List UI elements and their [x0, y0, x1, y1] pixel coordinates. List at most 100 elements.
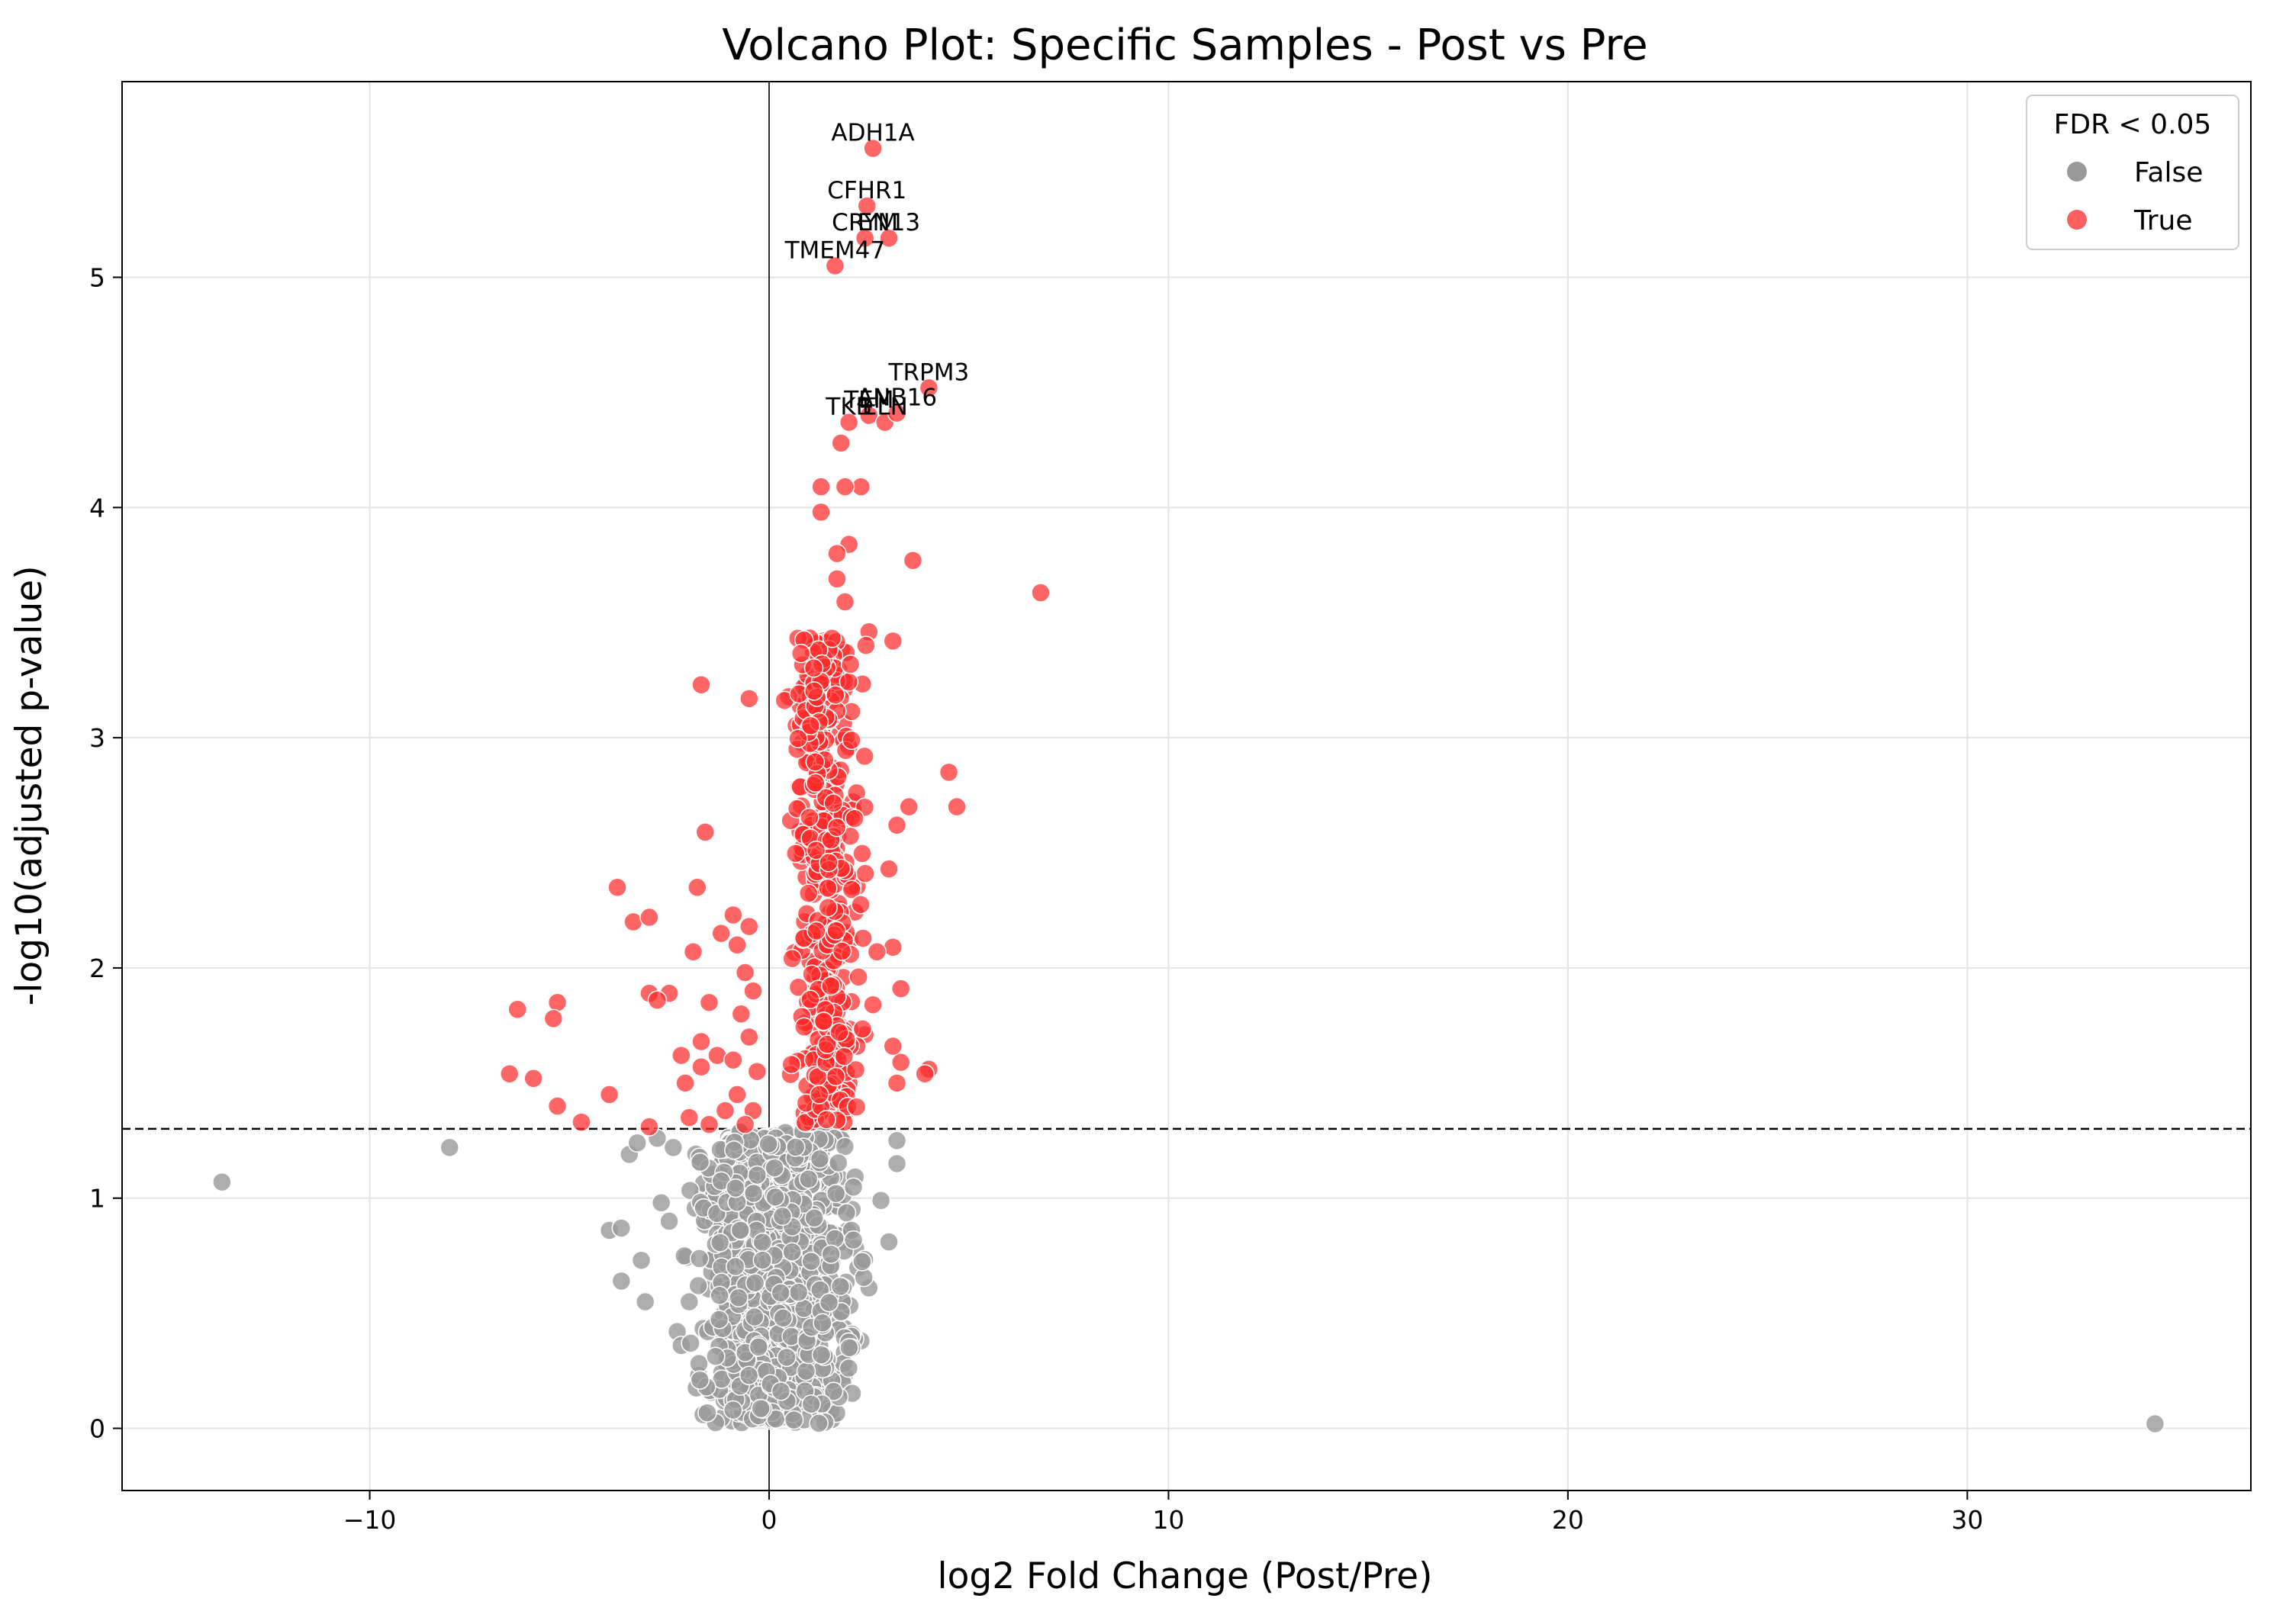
- point-true: [803, 658, 824, 678]
- legend-label-false: False: [2134, 157, 2203, 188]
- point-true: [835, 477, 855, 497]
- point-false: [765, 1158, 784, 1178]
- point-true: [731, 1004, 752, 1024]
- point-true: [571, 1112, 591, 1132]
- point-true: [781, 1054, 801, 1075]
- point-true: [687, 877, 707, 898]
- y-tick-label: 1: [89, 1184, 105, 1214]
- point-false: [819, 1292, 839, 1313]
- point-true: [846, 1097, 867, 1117]
- point-false: [821, 1244, 841, 1264]
- point-true: [826, 1066, 846, 1087]
- point-false: [439, 1137, 459, 1158]
- point-false: [743, 1183, 764, 1204]
- point-true: [607, 877, 627, 898]
- point-true: [735, 1114, 755, 1134]
- point-true: [883, 937, 903, 957]
- point-false: [809, 1413, 829, 1433]
- x-tick-label: 20: [1552, 1505, 1584, 1535]
- point-true: [852, 844, 872, 863]
- point-false: [773, 1308, 793, 1328]
- point-true: [623, 912, 643, 932]
- point-true: [786, 844, 806, 863]
- point-true: [839, 412, 859, 433]
- point-true: [842, 880, 862, 899]
- point-true: [848, 967, 868, 987]
- point-true: [851, 895, 871, 915]
- point-true: [800, 716, 821, 736]
- point-true: [639, 907, 659, 928]
- point-true: [938, 762, 959, 783]
- point-true: [715, 1101, 736, 1121]
- point-true: [879, 228, 899, 248]
- point-false: [723, 1400, 743, 1420]
- point-false: [777, 1347, 797, 1368]
- point-true: [800, 807, 819, 828]
- point-true: [819, 853, 839, 873]
- point-true: [813, 1011, 834, 1031]
- point-true: [947, 796, 967, 817]
- point-false: [879, 1232, 899, 1252]
- point-true: [825, 256, 845, 276]
- x-axis-label: log2 Fold Change (Post/Pre): [938, 1555, 1433, 1597]
- point-true: [794, 1017, 814, 1037]
- point-false: [611, 1271, 632, 1291]
- x-tick-label: 0: [761, 1505, 777, 1535]
- point-true: [883, 631, 903, 651]
- point-false: [771, 1283, 790, 1303]
- point-true: [691, 674, 711, 695]
- point-false: [788, 1282, 809, 1302]
- point-true: [840, 654, 861, 674]
- point-false: [689, 1249, 710, 1269]
- point-false: [751, 1398, 771, 1419]
- x-tick-label: −10: [343, 1505, 397, 1535]
- point-true: [805, 752, 826, 772]
- point-false: [689, 1353, 709, 1374]
- point-false: [782, 1242, 802, 1262]
- point-false: [2145, 1413, 2165, 1434]
- point-false: [651, 1193, 671, 1213]
- point-false: [843, 1230, 864, 1250]
- point-true: [855, 228, 875, 248]
- point-false: [784, 1410, 804, 1430]
- point-true: [834, 1047, 855, 1066]
- point-false: [801, 1394, 821, 1414]
- point-false: [659, 1211, 679, 1231]
- point-true: [839, 672, 859, 692]
- point-true: [543, 1008, 564, 1029]
- point-false: [839, 1358, 859, 1378]
- point-false: [710, 1285, 729, 1306]
- point-true: [798, 883, 819, 903]
- point-true: [883, 1036, 903, 1056]
- gene-label: TEM: [843, 387, 893, 414]
- point-true: [747, 1061, 768, 1082]
- point-true: [816, 1110, 836, 1130]
- point-true: [1031, 583, 1051, 603]
- point-true: [727, 934, 747, 955]
- point-false: [739, 1365, 759, 1386]
- point-true: [887, 403, 907, 423]
- plot-frame: [121, 81, 2252, 1491]
- point-true: [811, 477, 831, 497]
- gene-label: CFHR1: [827, 177, 906, 204]
- point-true: [507, 999, 527, 1019]
- point-true: [823, 793, 843, 813]
- point-true: [863, 138, 883, 159]
- point-true: [827, 817, 847, 838]
- point-true: [743, 981, 763, 1001]
- point-false: [823, 1381, 844, 1401]
- legend: FDR < 0.05 False True: [2026, 95, 2239, 250]
- point-true: [806, 841, 826, 860]
- series-false-points: [212, 1121, 2165, 1434]
- chart-title: Volcano Plot: Specific Samples - Post vs…: [722, 21, 1648, 70]
- point-true: [919, 378, 939, 398]
- point-true: [863, 995, 883, 1015]
- point-false: [611, 1218, 632, 1238]
- point-true: [852, 1019, 873, 1039]
- point-true: [829, 1022, 849, 1043]
- point-false: [724, 1140, 744, 1160]
- point-false: [836, 1203, 857, 1223]
- point-false: [830, 1276, 851, 1297]
- point-false: [771, 1381, 791, 1401]
- point-true: [853, 928, 873, 948]
